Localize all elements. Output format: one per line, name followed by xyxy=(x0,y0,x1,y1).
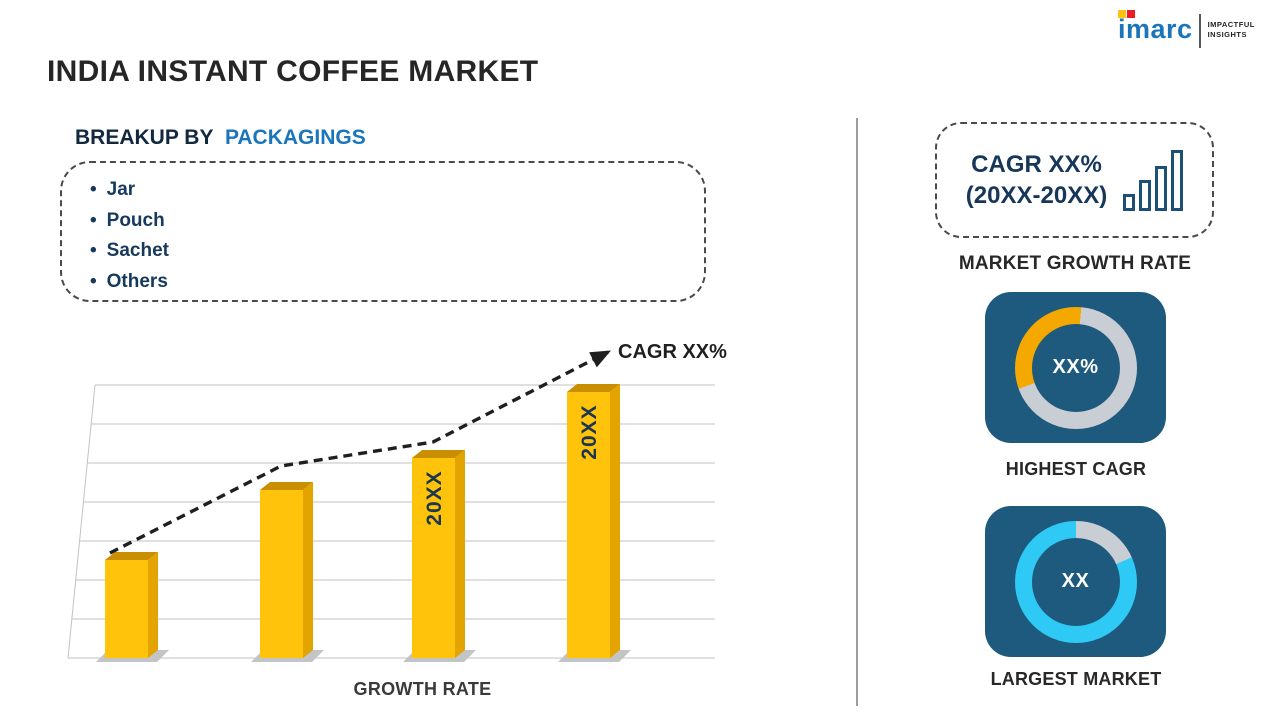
highest-cagr-value: XX% xyxy=(1052,356,1099,378)
highest-cagr-donut-chart: XX% xyxy=(1014,306,1137,429)
largest-market-card: XX xyxy=(985,506,1166,657)
largest-market-caption: LARGEST MARKET xyxy=(990,669,1162,689)
trend-arrow xyxy=(109,350,612,555)
market-growth-rate-caption: MARKET GROWTH RATE xyxy=(958,253,1192,274)
highest-cagr-card: XX% xyxy=(985,292,1166,443)
list-item: Jar xyxy=(90,175,704,206)
packaging-list-box: Jar Pouch Sachet Others xyxy=(60,161,706,302)
vertical-divider xyxy=(856,118,858,706)
bar xyxy=(105,560,148,658)
page-title: INDIA INSTANT COFFEE MARKET xyxy=(47,55,539,88)
icon-bar xyxy=(1155,166,1168,211)
logo-accent-yellow-square xyxy=(1118,10,1126,18)
cagr-box-line2: (20XX-20XX) xyxy=(965,182,1108,209)
bar xyxy=(567,392,610,658)
logo-accent-red-square xyxy=(1127,10,1135,18)
largest-market-donut-chart: XX xyxy=(1014,520,1137,643)
bar-year-label: 20XX xyxy=(578,404,601,459)
axis-wall-edge xyxy=(67,384,96,659)
breakup-heading: BREAKUP BY PACKAGINGS xyxy=(75,126,366,150)
packaging-list: Jar Pouch Sachet Others xyxy=(90,175,704,297)
breakup-heading-prefix: BREAKUP BY xyxy=(75,126,214,149)
bar-top-face xyxy=(567,384,620,392)
highest-cagr-caption: HIGHEST CAGR xyxy=(1005,459,1147,479)
list-item: Others xyxy=(90,267,704,298)
logo-tagline: IMPACTFUL INSIGHTS xyxy=(1208,14,1255,40)
icon-bar xyxy=(1171,150,1184,211)
logo-tagline-line1: IMPACTFUL xyxy=(1207,20,1255,29)
logo-tagline-line2: INSIGHTS xyxy=(1207,30,1247,39)
bar-side-face xyxy=(610,384,620,658)
bar-side-face xyxy=(148,552,158,658)
imarc-logo: imarc IMPACTFUL INSIGHTS xyxy=(1118,10,1255,48)
bar-year-label: 20XX xyxy=(423,470,446,525)
bar-side-face xyxy=(455,450,465,658)
bar-side-face xyxy=(303,482,313,658)
bar-top-face xyxy=(105,552,158,560)
bar-top-face xyxy=(260,482,313,490)
cagr-box-text: CAGR XX% (20XX-20XX) xyxy=(966,149,1107,211)
market-growth-rate-box: CAGR XX% (20XX-20XX) xyxy=(935,122,1214,238)
donut-hole: XX% xyxy=(1031,323,1120,412)
list-item: Pouch xyxy=(90,206,704,237)
bar xyxy=(412,458,455,658)
logo-brand-wrap: imarc xyxy=(1118,10,1193,44)
list-item: Sachet xyxy=(90,236,704,267)
cagr-annotation: CAGR XX% xyxy=(618,341,727,363)
x-axis-label: GROWTH RATE xyxy=(353,679,492,699)
icon-bar xyxy=(1123,194,1136,211)
icon-bar xyxy=(1139,180,1152,211)
growth-bar-chart: 20XX 20XX xyxy=(67,350,715,662)
largest-market-value: XX xyxy=(1061,570,1090,592)
donut-hole: XX xyxy=(1031,537,1120,626)
logo-wordmark: imarc xyxy=(1118,14,1193,44)
bar-chart-icon xyxy=(1123,149,1184,211)
logo-divider xyxy=(1198,14,1201,48)
breakup-heading-highlight: PACKAGINGS xyxy=(224,126,366,149)
bar xyxy=(260,490,303,658)
cagr-box-line1: CAGR XX% xyxy=(971,151,1102,178)
bar-top-face xyxy=(412,450,465,458)
